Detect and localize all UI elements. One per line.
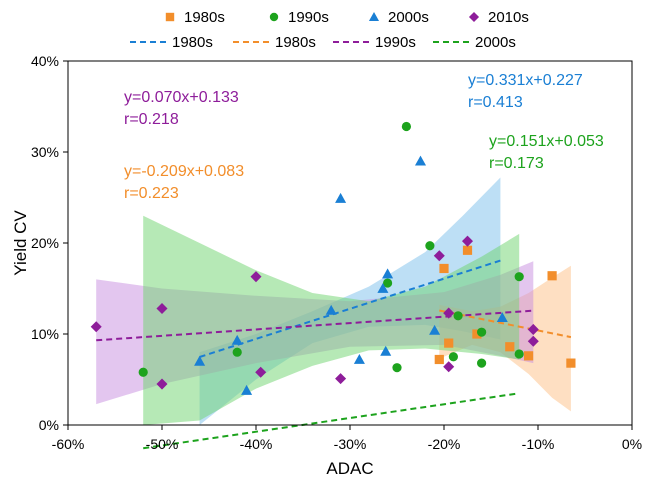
data-point-2-7 (380, 345, 392, 356)
data-point-2-6 (377, 282, 389, 293)
y-tick-label-0: 0% (39, 417, 59, 433)
fit-r-0: r=0.413 (468, 94, 523, 111)
data-point-0-7 (547, 271, 557, 281)
data-point-2-9 (414, 155, 427, 166)
legend-label-2: 2000s (388, 9, 429, 26)
data-point-3-11 (527, 335, 539, 347)
data-point-1-8 (477, 327, 487, 337)
legend-marker-3 (468, 11, 480, 23)
y-tick-label-2: 20% (31, 235, 59, 251)
legend: 1980s 1990s 2000s 2010s 1980s 1980s 1990s 2000s (130, 9, 529, 51)
data-point-1-11 (514, 349, 524, 359)
data-point-3-6 (433, 250, 445, 262)
data-point-2-3 (325, 304, 337, 315)
x-tick-label-0: -60% (52, 436, 85, 452)
data-point-2-10 (429, 324, 441, 335)
data-point-2-1 (231, 334, 243, 345)
legend-line-label-1: 1980s (275, 34, 316, 51)
data-point-0-1 (439, 263, 449, 274)
legend-marker-2 (368, 11, 380, 22)
x-tick-label-5: -10% (522, 436, 555, 452)
x-tick-label-1: -50% (146, 436, 179, 452)
fit-line-3 (143, 392, 520, 450)
data-point-1-2 (383, 278, 393, 288)
fit-r-3: r=0.173 (489, 155, 544, 172)
y-tick-label-1: 10% (31, 326, 59, 342)
data-point-1-3 (392, 363, 402, 373)
fit-equation-2: y=0.070x+0.133 (124, 89, 239, 106)
data-point-3-4 (255, 366, 267, 378)
data-point-0-5 (505, 342, 515, 352)
legend-line-label-2: 1990s (375, 34, 416, 51)
fit-equation-1: y=-0.209x+0.083 (124, 163, 244, 180)
data-point-0-3 (462, 245, 473, 255)
data-point-1-1 (232, 347, 242, 357)
data-point-3-2 (156, 378, 168, 390)
data-point-2-5 (353, 353, 365, 364)
data-point-1-7 (453, 311, 463, 321)
confidence-bands (96, 177, 571, 425)
data-point-0-0 (434, 354, 444, 365)
data-point-2-2 (241, 384, 253, 395)
data-point-1-10 (514, 272, 524, 282)
confidence-band-3 (143, 215, 520, 425)
data-point-1-6 (448, 352, 458, 362)
data-point-0-8 (566, 358, 576, 368)
data-point-0-6 (524, 351, 534, 361)
data-point-0-4 (472, 329, 482, 339)
x-tick-label-3: -30% (334, 436, 367, 452)
data-point-3-5 (335, 373, 347, 385)
data-point-3-0 (90, 321, 102, 333)
fit-line-0 (199, 259, 501, 358)
y-axis-label: Yield CV (11, 210, 30, 276)
data-point-3-3 (250, 271, 262, 283)
x-axis-label: ADAC (326, 459, 373, 478)
data-point-1-9 (477, 358, 487, 368)
data-point-0-2 (444, 338, 454, 348)
data-point-2-8 (382, 268, 394, 279)
data-point-2-4 (335, 192, 347, 203)
data-point-3-8 (443, 361, 455, 373)
legend-label-3: 2010s (488, 9, 529, 26)
data-point-3-9 (461, 235, 474, 247)
legend-marker-0 (165, 12, 175, 22)
x-tick-label-6: 0% (622, 436, 642, 452)
data-point-2-11 (496, 312, 508, 323)
x-tick-label-2: -40% (240, 436, 273, 452)
x-tick-label-4: -20% (428, 436, 461, 452)
data-points (90, 121, 576, 395)
y-axis: 0% 10% 20% 30% 40% (31, 53, 68, 433)
y-tick-label-4: 40% (31, 53, 59, 69)
data-point-3-10 (527, 323, 539, 335)
x-axis: -60% -50% -40% -30% -20% -10% 0% (52, 425, 642, 452)
legend-label-0: 1980s (184, 9, 225, 26)
fit-equation-3: y=0.151x+0.053 (489, 133, 604, 150)
data-point-3-1 (156, 303, 168, 315)
legend-line-label-0: 1980s (172, 34, 213, 51)
fit-r-1: r=0.223 (124, 185, 179, 202)
data-point-1-0 (138, 367, 148, 377)
y-tick-label-3: 30% (31, 144, 59, 160)
fit-r-2: r=0.218 (124, 111, 179, 128)
data-point-1-4 (401, 121, 411, 132)
data-point-2-0 (194, 355, 206, 366)
legend-label-1: 1990s (288, 9, 329, 26)
legend-marker-1 (269, 12, 279, 22)
legend-line-label-3: 2000s (475, 34, 516, 51)
data-point-3-7 (443, 307, 455, 319)
data-point-1-5 (425, 241, 435, 251)
fit-annotations: y=0.331x+0.227 r=0.413 y=-0.209x+0.083 r=0.… (124, 72, 604, 202)
fit-equation-0: y=0.331x+0.227 (468, 72, 583, 89)
